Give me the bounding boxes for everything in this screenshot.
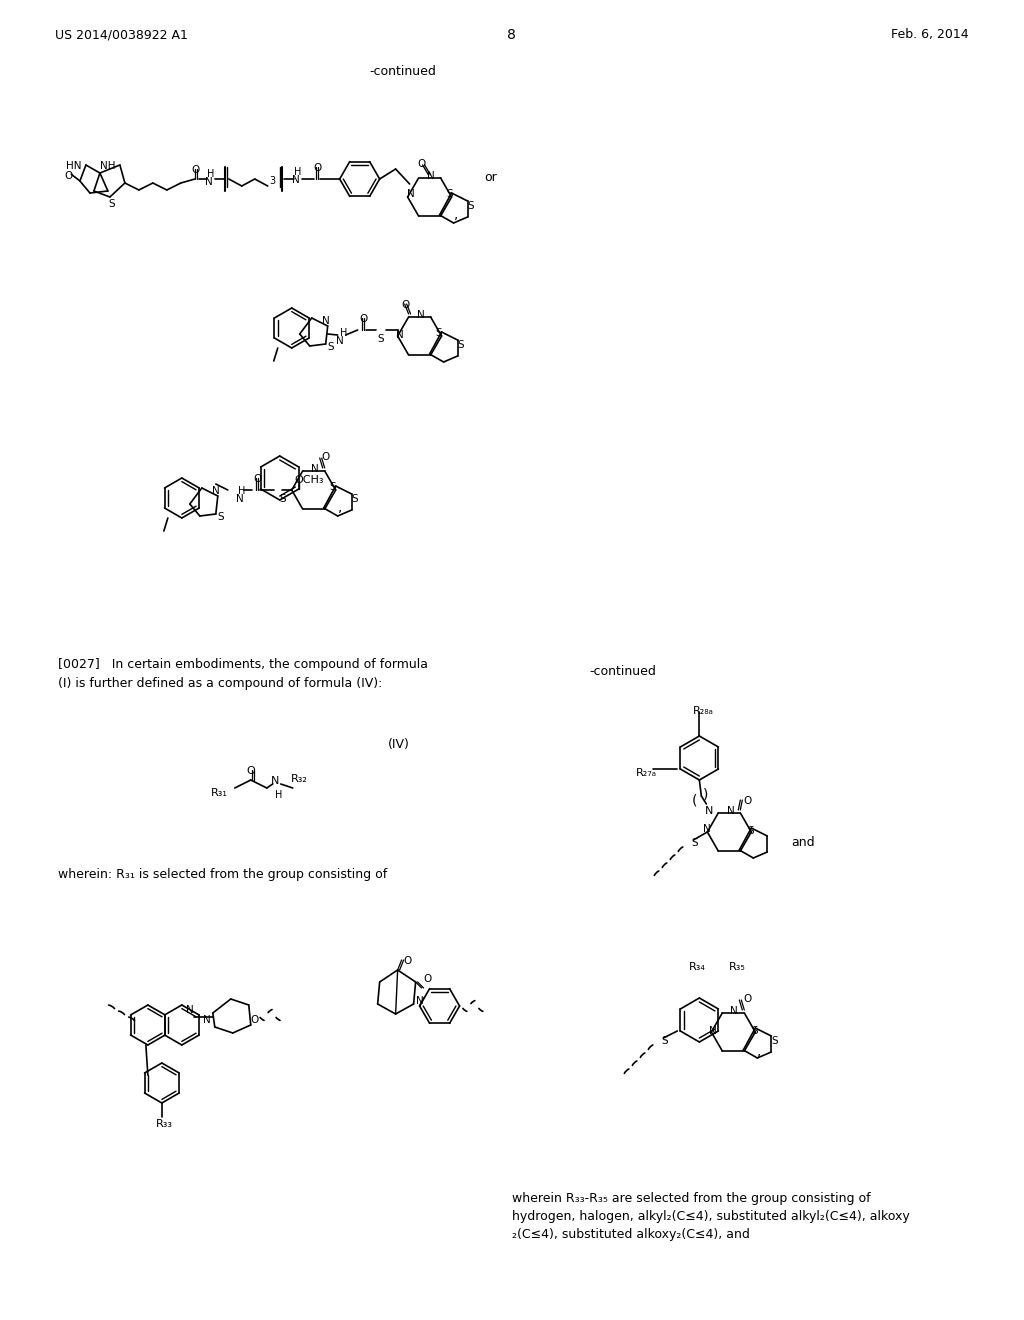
Text: O: O <box>401 300 410 310</box>
Text: N: N <box>310 465 318 474</box>
Text: ,: , <box>758 1044 762 1059</box>
Text: O: O <box>251 1015 259 1026</box>
Text: H: H <box>340 327 347 338</box>
Text: S: S <box>280 494 287 504</box>
Text: S: S <box>662 1036 668 1045</box>
Text: O: O <box>322 451 330 462</box>
Text: H: H <box>294 168 301 177</box>
Text: R₃₁: R₃₁ <box>211 788 227 799</box>
Text: ): ) <box>703 788 709 803</box>
Text: Feb. 6, 2014: Feb. 6, 2014 <box>892 28 969 41</box>
Text: S: S <box>748 826 754 836</box>
Text: 8: 8 <box>507 28 516 42</box>
Text: O: O <box>191 165 200 176</box>
Text: OCH₃: OCH₃ <box>295 475 325 484</box>
Text: N: N <box>416 997 423 1006</box>
Text: S: S <box>328 342 334 352</box>
Text: R₂₇ₐ: R₂₇ₐ <box>636 768 656 777</box>
Text: N: N <box>212 486 219 496</box>
Text: S: S <box>446 189 454 199</box>
Text: S: S <box>351 494 358 504</box>
Text: and: and <box>792 836 815 849</box>
Text: -continued: -continued <box>370 65 436 78</box>
Text: O: O <box>313 162 322 173</box>
Text: N: N <box>417 310 424 319</box>
Text: N: N <box>336 337 343 346</box>
Text: H: H <box>207 169 214 180</box>
Text: N: N <box>395 330 403 341</box>
Text: N: N <box>270 776 280 785</box>
Text: N: N <box>322 315 330 326</box>
Text: (IV): (IV) <box>388 738 410 751</box>
Text: S: S <box>691 838 698 847</box>
Text: N: N <box>407 189 415 199</box>
Text: N: N <box>185 1005 194 1015</box>
Text: N: N <box>292 176 299 185</box>
Text: N: N <box>236 494 244 504</box>
Text: S: S <box>378 334 384 345</box>
Text: O: O <box>418 158 426 169</box>
Text: O: O <box>359 314 368 323</box>
Text: O: O <box>743 994 752 1005</box>
Text: N: N <box>205 177 213 187</box>
Text: R₃₃: R₃₃ <box>156 1119 173 1129</box>
Text: R₃₂: R₃₂ <box>291 774 307 784</box>
Text: H: H <box>274 789 283 800</box>
Text: S: S <box>752 1026 758 1036</box>
Text: 3: 3 <box>269 176 275 186</box>
Text: O: O <box>403 956 412 966</box>
Text: N: N <box>203 1015 211 1026</box>
Text: HN: HN <box>66 161 82 172</box>
Text: wherein: R₃₁ is selected from the group consisting of: wherein: R₃₁ is selected from the group … <box>58 869 387 880</box>
Text: O: O <box>254 474 262 484</box>
Text: [0027]   In certain embodiments, the compound of formula
(I) is further defined : [0027] In certain embodiments, the compo… <box>58 657 428 690</box>
Text: O: O <box>247 766 256 776</box>
Text: S: S <box>468 201 474 211</box>
Text: or: or <box>484 172 498 183</box>
Text: O: O <box>63 172 72 181</box>
Text: S: S <box>108 199 115 209</box>
Text: S: S <box>458 341 464 350</box>
Text: S: S <box>435 327 442 338</box>
Text: -continued: -continued <box>590 665 656 678</box>
Text: wherein R₃₃-R₃₅ are selected from the group consisting of
hydrogen, halogen, alk: wherein R₃₃-R₃₅ are selected from the gr… <box>512 1192 909 1241</box>
Text: N: N <box>727 807 735 816</box>
Text: H: H <box>238 486 245 496</box>
Text: N: N <box>730 1006 738 1016</box>
Text: R₃₄: R₃₄ <box>689 962 707 972</box>
Text: US 2014/0038922 A1: US 2014/0038922 A1 <box>55 28 187 41</box>
Text: N: N <box>703 824 711 834</box>
Text: ,: , <box>338 500 342 513</box>
Text: R₂₈ₐ: R₂₈ₐ <box>693 706 715 715</box>
Text: (: ( <box>691 795 697 808</box>
Text: S: S <box>330 482 336 492</box>
Text: O: O <box>424 974 432 983</box>
Text: NH: NH <box>100 161 116 172</box>
Text: ,: , <box>454 207 458 220</box>
Text: N: N <box>706 807 714 816</box>
Text: S: S <box>771 1036 778 1045</box>
Text: R₃₅: R₃₅ <box>729 962 746 972</box>
Text: N: N <box>710 1026 717 1036</box>
Text: S: S <box>218 512 224 521</box>
Text: O: O <box>743 796 752 807</box>
Text: N: N <box>427 172 434 181</box>
